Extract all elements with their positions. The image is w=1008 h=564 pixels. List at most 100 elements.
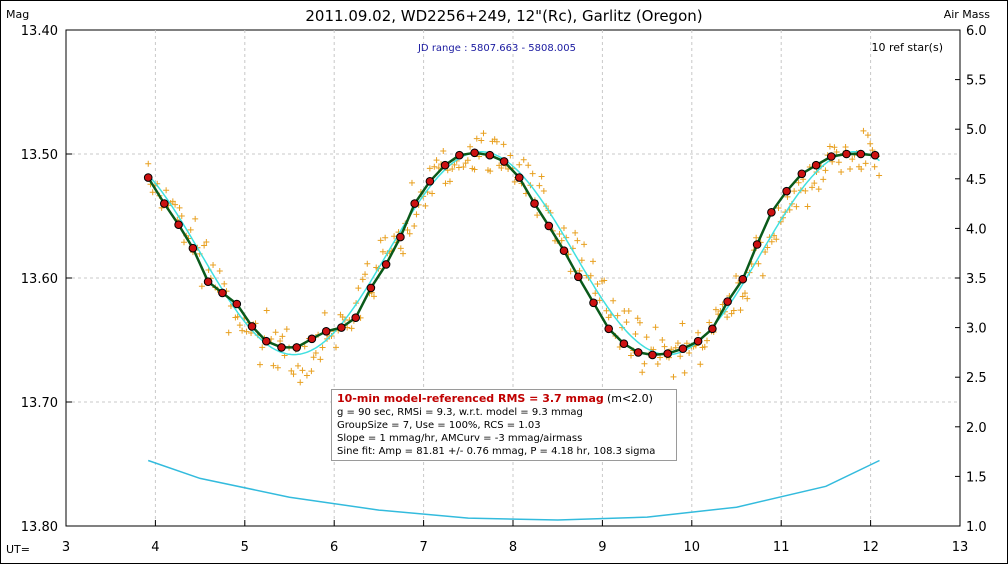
raw-point — [764, 244, 771, 251]
raw-point — [587, 272, 594, 279]
raw-point — [567, 268, 574, 275]
average-point — [530, 199, 539, 208]
y-right-tick-label: 2.5 — [966, 371, 987, 386]
raw-point — [272, 329, 279, 336]
raw-point — [639, 369, 646, 376]
y-right-tick-label: 5.0 — [966, 123, 987, 138]
raw-point — [775, 205, 782, 212]
raw-point — [348, 325, 355, 332]
raw-point — [446, 178, 453, 185]
raw-point — [297, 379, 304, 386]
average-point — [619, 339, 629, 349]
raw-point — [520, 156, 527, 163]
raw-point — [759, 272, 766, 279]
raw-point — [755, 260, 762, 267]
average-point — [589, 298, 598, 308]
ref-stars-label: 10 ref star(s) — [871, 41, 943, 54]
raw-point — [847, 166, 854, 173]
raw-point — [359, 276, 366, 283]
average-point — [366, 283, 376, 293]
raw-point — [277, 337, 284, 344]
raw-point — [290, 371, 297, 378]
raw-point — [312, 350, 319, 357]
raw-point — [236, 322, 243, 329]
average-point — [499, 157, 509, 166]
stats-box: 10-min model-referenced RMS = 3.7 mmag (… — [331, 389, 677, 461]
average-point — [678, 344, 688, 354]
y-right-tick-label: 1.0 — [966, 520, 987, 535]
raw-point — [362, 271, 369, 278]
average-point — [470, 148, 479, 158]
raw-point — [408, 179, 415, 186]
average-point — [174, 220, 183, 229]
raw-point — [867, 140, 874, 147]
raw-point — [686, 349, 693, 356]
sine-fit-curve — [147, 151, 880, 356]
average-point — [410, 199, 420, 208]
raw-point — [858, 166, 865, 173]
raw-point — [654, 361, 661, 368]
raw-point — [498, 164, 505, 171]
raw-point — [862, 160, 869, 167]
raw-point — [467, 143, 474, 150]
raw-point — [641, 360, 648, 367]
average-point — [203, 277, 213, 287]
average-point — [544, 221, 554, 231]
raw-point — [243, 328, 250, 335]
average-point — [856, 149, 866, 159]
raw-point — [773, 236, 780, 243]
raw-point — [460, 163, 467, 170]
raw-point — [536, 182, 543, 189]
average-point — [292, 343, 302, 352]
average-point — [425, 177, 435, 186]
raw-point — [263, 307, 270, 314]
raw-point — [811, 180, 818, 187]
average-point — [277, 343, 286, 352]
raw-point — [274, 364, 281, 371]
raw-point — [478, 137, 485, 144]
raw-point — [581, 241, 588, 248]
raw-point — [525, 162, 532, 169]
x-tick-label: 12 — [862, 540, 879, 555]
average-point — [752, 240, 762, 249]
raw-point — [433, 157, 440, 164]
x-tick-label: 5 — [241, 540, 249, 555]
average-point — [708, 324, 717, 334]
y-right-tick-label: 4.5 — [966, 173, 987, 188]
average-point — [723, 297, 732, 306]
stats-line-3: Slope = 1 mmag/hr, AMCurv = -3 mmag/airm… — [337, 433, 583, 444]
y-right-tick-label: 3.0 — [966, 322, 987, 337]
stats-line-4: Sine fit: Amp = 81.81 +/- 0.76 mmag, P =… — [337, 446, 656, 457]
average-point — [842, 149, 851, 159]
raw-point — [560, 225, 567, 232]
raw-point — [601, 277, 608, 284]
x-tick-label: 11 — [773, 540, 790, 555]
x-tick-label: 10 — [684, 540, 701, 555]
x-tick-label: 9 — [598, 540, 606, 555]
raw-point — [301, 343, 308, 350]
raw-point — [643, 334, 650, 341]
averaged-points — [143, 148, 880, 360]
raw-point — [500, 141, 507, 148]
raw-point — [679, 320, 686, 327]
raw-point — [406, 230, 413, 237]
raw-point — [636, 319, 643, 326]
raw-point — [288, 367, 295, 374]
raw-point — [712, 306, 719, 313]
stats-line-2: GroupSize = 7, Use = 100%, RCS = 1.03 — [337, 420, 541, 431]
raw-point — [558, 237, 565, 244]
raw-point — [431, 163, 438, 170]
stats-line-1: g = 90 sec, RMSi = 9.3, w.r.t. model = 9… — [337, 407, 583, 418]
average-point — [396, 232, 405, 242]
raw-point — [876, 172, 883, 179]
raw-point — [590, 258, 597, 265]
raw-point — [529, 170, 536, 177]
y-left-tick-label: 13.50 — [21, 148, 58, 163]
raw-point — [849, 156, 856, 163]
raw-point — [317, 356, 324, 363]
raw-point — [733, 272, 740, 279]
raw-point — [538, 173, 545, 180]
raw-point — [795, 179, 802, 186]
raw-point — [203, 239, 210, 246]
raw-point — [762, 249, 769, 256]
